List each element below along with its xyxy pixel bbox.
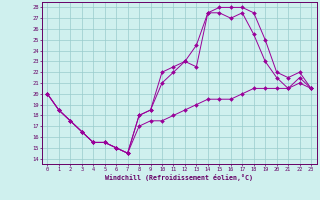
X-axis label: Windchill (Refroidissement éolien,°C): Windchill (Refroidissement éolien,°C) — [105, 174, 253, 181]
